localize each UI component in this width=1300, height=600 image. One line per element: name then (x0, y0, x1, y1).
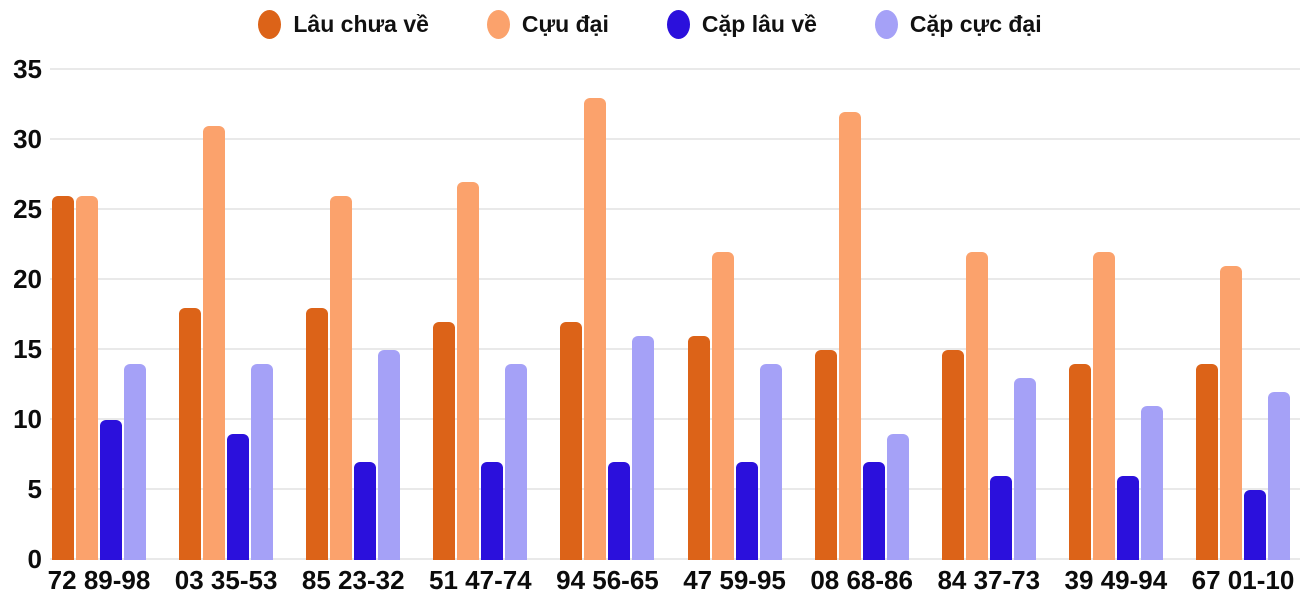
bar-lau-chua-ve (1195, 364, 1218, 560)
bar-cuu-dai (457, 182, 480, 560)
bar-cap-lau-ve (1116, 476, 1139, 560)
bar-group-85-23-32: 85 23-32 (302, 66, 405, 595)
y-axis-tick-label: 30 (13, 124, 42, 154)
gridline-y-35 (50, 68, 1300, 70)
bar-group-72-89-98: 72 89-98 (48, 66, 150, 595)
bar-cuu-dai (203, 126, 226, 560)
gridline-y-25 (50, 208, 1300, 210)
chart-legend: Lâu chưa về Cựu đại Cặp lâu về Cặp cực đại (0, 0, 1300, 48)
legend-label: Cặp cực đại (909, 10, 1042, 37)
x-axis-label: 85 23-32 (301, 565, 405, 595)
bar-lau-chua-ve (179, 308, 202, 560)
bar-cap-lau-ve (735, 462, 758, 560)
bar-cap-lau-ve (608, 462, 631, 560)
bar-cap-cuc-dai (1140, 406, 1163, 560)
bar-cuu-dai (838, 112, 861, 560)
bar-cap-cuc-dai (251, 364, 274, 560)
y-axis-tick-label: 35 (13, 54, 42, 84)
bar-lau-chua-ve (52, 196, 74, 560)
gridline-y-30 (50, 138, 1300, 140)
bar-cap-lau-ve (354, 462, 377, 560)
x-axis-label: 94 56-65 (556, 565, 659, 595)
bar-cap-lau-ve (989, 476, 1012, 560)
legend-item-cap-cuc-dai: Cặp cực đại (874, 9, 1042, 39)
bar-group-51-47-74: 51 47-74 (429, 66, 532, 595)
bar-cuu-dai (965, 252, 988, 560)
bar-lau-chua-ve (941, 350, 964, 560)
bar-lau-chua-ve (433, 322, 456, 560)
x-axis-label: 39 49-94 (1064, 565, 1168, 595)
x-axis-label: 51 47-74 (429, 565, 532, 595)
bar-cap-lau-ve (862, 462, 885, 560)
bar-cap-cuc-dai (124, 364, 146, 560)
bar-cap-cuc-dai (759, 364, 782, 560)
gridline-y-5 (50, 488, 1300, 490)
x-axis-label: 84 37-73 (937, 565, 1041, 595)
gridline-y-15 (50, 348, 1300, 350)
bar-cuu-dai (1092, 252, 1115, 560)
bar-cap-cuc-dai (505, 364, 528, 560)
bar-cap-lau-ve (227, 434, 250, 560)
y-axis-tick-label: 20 (13, 264, 42, 294)
bar-cuu-dai (711, 252, 734, 560)
legend-swatch-icon (874, 9, 898, 39)
bar-lau-chua-ve (560, 322, 583, 560)
x-axis-label: 03 35-53 (174, 565, 278, 595)
bar-cap-cuc-dai (632, 336, 655, 560)
legend-item-cap-lau-ve: Cặp lâu về (666, 9, 817, 39)
bar-cap-cuc-dai (1267, 392, 1290, 560)
legend-label: Cựu đại (521, 10, 609, 37)
legend-swatch-icon (666, 9, 690, 39)
bar-group-47-59-95: 47 59-95 (683, 66, 786, 595)
y-axis-tick-label: 5 (27, 474, 42, 504)
bar-group-67-01-10: 67 01-10 (1192, 66, 1294, 595)
bar-groups-row: 72 89-98 03 35-53 85 23-32 51 47-74 94 56-65… (48, 66, 1300, 595)
legend-item-lau-chua-ve: Lâu chưa về (258, 9, 429, 39)
gridline-y-10 (50, 418, 1300, 420)
bar-group-39-49-94: 39 49-94 (1065, 66, 1167, 595)
bar-lau-chua-ve (687, 336, 710, 560)
plot-area: 0 5 10 15 20 25 30 35 72 89-98 03 35-53 85 23-32 51… (13, 56, 1300, 595)
y-axis-tick-label: 15 (13, 334, 42, 364)
x-axis-label: 47 59-95 (683, 565, 786, 595)
bar-group-94-56-65: 94 56-65 (556, 66, 659, 595)
bar-group-08-68-86: 08 68-86 (810, 66, 913, 595)
bar-group-03-35-53: 03 35-53 (175, 66, 277, 595)
y-axis-tick-label: 25 (13, 194, 42, 224)
bar-cuu-dai (584, 98, 607, 560)
x-axis-label: 67 01-10 (1191, 565, 1295, 595)
x-axis-label: 72 89-98 (47, 565, 151, 595)
gridline-y-0 (50, 558, 1300, 560)
bar-group-84-37-73: 84 37-73 (937, 66, 1040, 595)
legend-label: Cặp lâu về (701, 10, 817, 37)
bar-lau-chua-ve (306, 308, 329, 560)
bar-cap-cuc-dai (378, 350, 401, 560)
gridline-y-20 (50, 278, 1300, 280)
y-axis-tick-label: 10 (13, 404, 42, 434)
bar-cap-cuc-dai (1013, 378, 1036, 560)
legend-item-cuu-dai: Cựu đại (486, 9, 609, 39)
bar-lau-chua-ve (814, 350, 837, 560)
y-axis-tick-label: 0 (27, 544, 42, 574)
bar-cap-lau-ve (1243, 490, 1266, 560)
bar-cuu-dai (330, 196, 353, 560)
bar-cuu-dai (1219, 266, 1242, 560)
legend-swatch-icon (258, 9, 282, 39)
bar-cuu-dai (76, 196, 98, 560)
legend-label: Lâu chưa về (293, 10, 429, 37)
bar-cap-lau-ve (100, 420, 122, 560)
bar-lau-chua-ve (1068, 364, 1091, 560)
x-axis-label: 08 68-86 (810, 565, 913, 595)
bar-cap-cuc-dai (886, 434, 909, 560)
legend-swatch-icon (486, 9, 510, 39)
bar-cap-lau-ve (481, 462, 504, 560)
